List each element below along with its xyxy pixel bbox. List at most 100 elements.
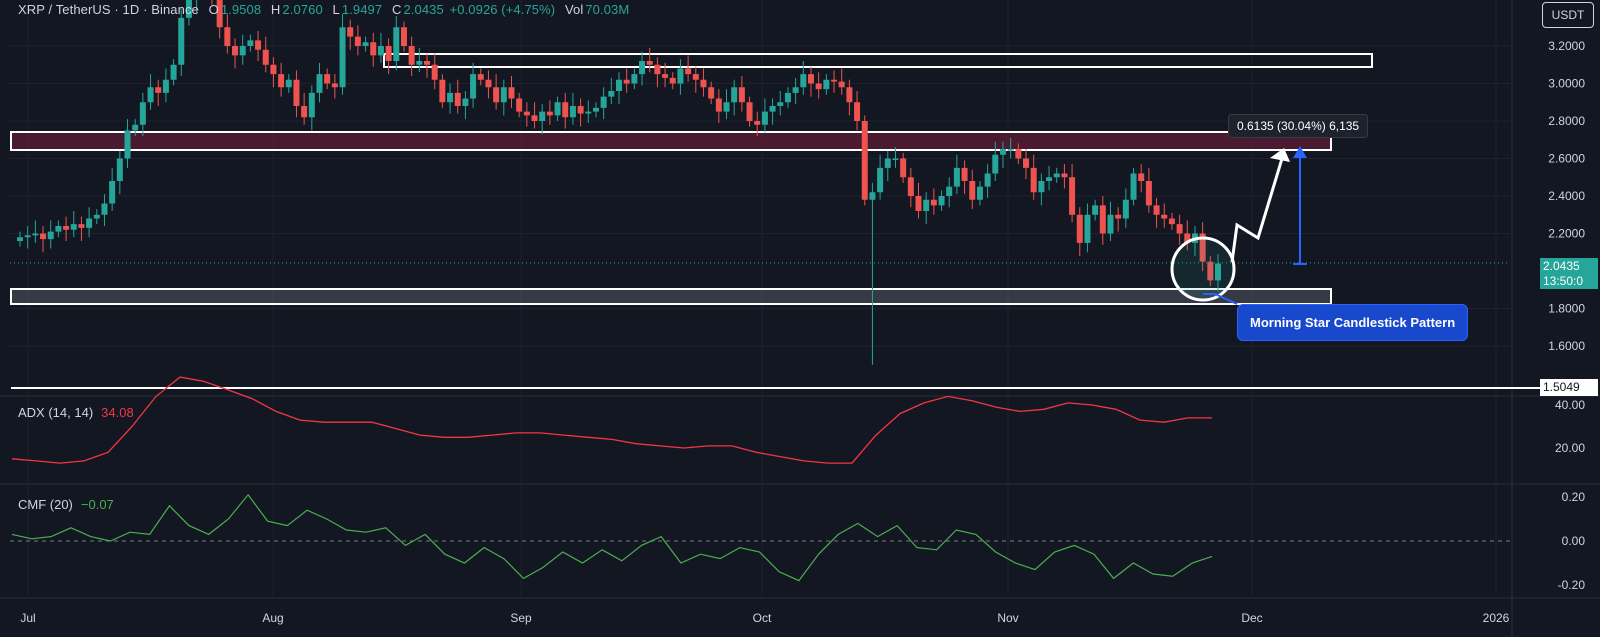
current-price-label: 2.0435 xyxy=(1540,258,1598,274)
candle-body xyxy=(1184,233,1191,243)
candle xyxy=(270,57,277,88)
candle xyxy=(976,181,983,206)
cmf-legend-value: −0.07 xyxy=(80,497,114,512)
time-tick-label: Oct xyxy=(753,611,772,625)
candle-body xyxy=(616,79,622,91)
candle xyxy=(769,98,776,125)
candle xyxy=(1130,167,1137,206)
low-value: 1.9497 xyxy=(341,2,383,17)
candle-body xyxy=(1199,233,1206,262)
candle-body xyxy=(531,115,538,121)
candle-body xyxy=(308,92,315,118)
candle-body xyxy=(1215,263,1221,281)
range-measure-callout: 0.6135 (30.04%) 6,135 xyxy=(1228,114,1369,138)
candle xyxy=(362,36,369,52)
candle-body xyxy=(715,98,722,112)
candle-body xyxy=(999,149,1006,155)
candle xyxy=(946,177,953,208)
candle-body xyxy=(1053,173,1060,178)
candle-body xyxy=(1038,181,1045,193)
candle-body xyxy=(1061,173,1068,178)
candle-body xyxy=(1030,167,1037,193)
price-tick-label: 1.8000 xyxy=(1548,302,1585,316)
candle xyxy=(708,81,715,105)
candle xyxy=(308,85,315,131)
candle xyxy=(24,226,31,249)
candle-body xyxy=(976,186,983,200)
candle xyxy=(923,192,930,225)
candle-body xyxy=(900,158,907,178)
candle xyxy=(78,216,85,241)
candle xyxy=(715,89,722,123)
candle xyxy=(339,14,346,95)
candle-body xyxy=(216,0,223,28)
candle xyxy=(654,57,661,88)
candle-body xyxy=(1168,218,1175,225)
adx-legend: ADX (14, 14) 34.08 xyxy=(18,405,134,420)
candle-body xyxy=(892,158,899,160)
candle-body xyxy=(930,199,937,206)
candle xyxy=(400,21,407,52)
candle xyxy=(616,72,622,105)
candle-body xyxy=(116,158,123,181)
candle-body xyxy=(815,83,822,90)
candle xyxy=(700,68,707,97)
candle-body xyxy=(370,42,377,56)
currency-button[interactable]: USDT xyxy=(1542,2,1594,28)
price-tick-label: 1.6000 xyxy=(1548,339,1585,353)
candle xyxy=(523,102,530,127)
candle xyxy=(185,0,192,26)
candle xyxy=(815,72,822,99)
candle-body xyxy=(1076,214,1083,243)
morning-star-circle xyxy=(1170,236,1236,302)
candle xyxy=(331,74,338,99)
candle xyxy=(1038,173,1045,206)
candle-body xyxy=(846,87,853,103)
candle-body xyxy=(646,61,653,65)
candle xyxy=(447,83,454,114)
candle xyxy=(639,51,646,86)
candle xyxy=(1061,164,1068,189)
candle-body xyxy=(1130,173,1137,200)
candle-body xyxy=(669,77,676,84)
candle xyxy=(1030,154,1037,200)
candle xyxy=(70,211,77,238)
candle xyxy=(116,151,123,195)
candle xyxy=(554,96,561,121)
candle-body xyxy=(439,79,446,103)
candle xyxy=(792,77,799,105)
candle xyxy=(393,16,400,71)
high-value: 2.0760 xyxy=(282,2,323,17)
candle xyxy=(239,34,246,65)
candle xyxy=(669,72,676,90)
candle-body xyxy=(539,111,546,121)
candle-body xyxy=(347,27,354,37)
candle xyxy=(846,79,853,116)
candle xyxy=(1115,207,1122,232)
candle-body xyxy=(1161,214,1168,219)
candle-body xyxy=(139,102,146,125)
candle xyxy=(999,141,1006,168)
candle xyxy=(585,100,592,123)
candle-body xyxy=(500,87,507,103)
candle xyxy=(600,87,607,120)
candle xyxy=(738,76,745,112)
candle xyxy=(562,92,569,129)
adx-legend-name: ADX (14, 14) xyxy=(18,405,94,420)
candle-body xyxy=(262,49,269,65)
candle xyxy=(1007,137,1014,159)
candle-body xyxy=(992,154,999,174)
change-value: +0.0926 (+4.75%) xyxy=(449,2,556,17)
open-value: 1.9508 xyxy=(220,2,262,17)
candle-body xyxy=(1145,181,1152,206)
candle-body xyxy=(32,233,39,236)
candle-body xyxy=(109,181,116,204)
candle xyxy=(485,70,492,99)
candle xyxy=(316,62,323,103)
candle xyxy=(1069,164,1076,223)
candle-body xyxy=(838,81,845,88)
candle-body xyxy=(385,46,392,61)
candle xyxy=(1168,212,1175,230)
candle-body xyxy=(270,64,277,75)
